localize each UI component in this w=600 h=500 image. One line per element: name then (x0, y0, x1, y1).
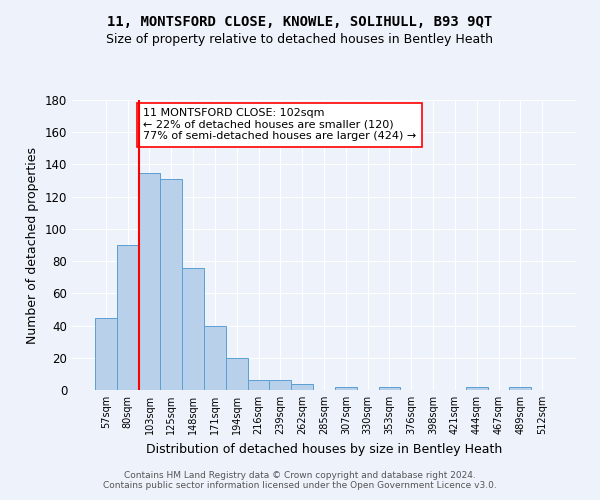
X-axis label: Distribution of detached houses by size in Bentley Heath: Distribution of detached houses by size … (146, 442, 502, 456)
Text: 11, MONTSFORD CLOSE, KNOWLE, SOLIHULL, B93 9QT: 11, MONTSFORD CLOSE, KNOWLE, SOLIHULL, B… (107, 15, 493, 29)
Bar (291, 384, 313, 390)
Text: Size of property relative to detached houses in Bentley Heath: Size of property relative to detached ho… (107, 32, 493, 46)
Bar (160, 179, 182, 390)
Bar (335, 387, 357, 390)
Bar (509, 387, 531, 390)
Text: Contains HM Land Registry data © Crown copyright and database right 2024.
Contai: Contains HM Land Registry data © Crown c… (103, 470, 497, 490)
Y-axis label: Number of detached properties: Number of detached properties (26, 146, 39, 344)
Bar (248, 380, 269, 390)
Bar (379, 387, 400, 390)
Bar (139, 172, 160, 390)
Bar (269, 380, 291, 390)
Bar (95, 318, 117, 390)
Bar (117, 245, 139, 390)
Text: 11 MONTSFORD CLOSE: 102sqm
← 22% of detached houses are smaller (120)
77% of sem: 11 MONTSFORD CLOSE: 102sqm ← 22% of deta… (143, 108, 416, 142)
Bar (182, 268, 204, 390)
Bar (466, 387, 488, 390)
Bar (204, 326, 226, 390)
Bar (226, 358, 248, 390)
